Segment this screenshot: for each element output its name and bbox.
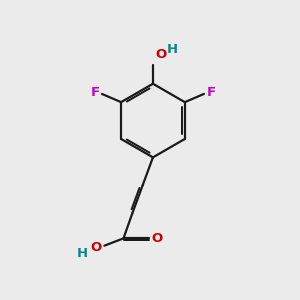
Text: O: O [152,232,163,245]
Text: H: H [77,248,88,260]
Text: F: F [206,86,215,99]
Text: F: F [91,86,100,99]
Text: O: O [155,48,167,61]
Text: H: H [167,44,178,56]
Text: O: O [90,241,101,254]
